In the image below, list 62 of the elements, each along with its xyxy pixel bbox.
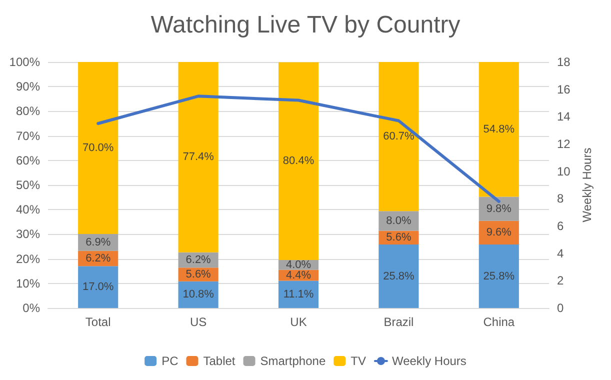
data-label: 25.8% <box>483 270 515 282</box>
y-tick-label: 80% <box>16 104 40 118</box>
data-label: 5.6% <box>186 268 212 281</box>
y2-tick-label: 0 <box>557 301 564 315</box>
legend-label: Tablet <box>203 354 236 368</box>
data-label: 9.6% <box>486 226 512 239</box>
data-label: 6.2% <box>86 252 111 265</box>
data-label: 8.0% <box>386 214 412 227</box>
x-tick-label: US <box>190 315 207 329</box>
bar <box>478 244 519 308</box>
y-tick-label: 90% <box>16 80 40 94</box>
y2-tick-label: 6 <box>557 219 564 233</box>
legend-label: Weekly Hours <box>392 354 466 368</box>
data-label: 54.8% <box>483 123 515 136</box>
y2-tick-label: 18 <box>557 55 571 69</box>
y-tick-label: 50% <box>16 178 40 192</box>
data-label: 11.1% <box>283 288 314 300</box>
y-tick-label: 60% <box>16 153 40 168</box>
data-label: 77.4% <box>182 151 214 164</box>
y2-tick-label: 8 <box>557 192 564 206</box>
bar <box>478 62 519 197</box>
data-label: 4.4% <box>286 269 312 282</box>
bar <box>378 62 419 212</box>
bar <box>78 62 118 234</box>
data-label: 70.0% <box>82 142 114 154</box>
bar <box>178 62 218 252</box>
bar <box>378 244 419 308</box>
y2-tick-label: 16 <box>557 82 571 96</box>
y-tick-label: 20% <box>16 252 40 266</box>
data-label: 6.9% <box>86 236 111 248</box>
y-tick-label: 100% <box>9 55 40 69</box>
data-label: 9.8% <box>486 202 512 215</box>
bar <box>78 266 118 308</box>
y-tick-label: 0% <box>22 301 40 315</box>
y2-tick-label: 12 <box>557 137 571 151</box>
data-label: 6.2% <box>186 254 212 266</box>
y2-tick-label: 4 <box>557 246 564 260</box>
data-label: 4.0% <box>286 258 312 271</box>
x-tick-label: China <box>483 315 515 329</box>
x-tick-label: Brazil <box>384 315 414 329</box>
data-label: 80.4% <box>282 155 314 168</box>
legend-label: PC <box>162 354 179 368</box>
y-tick-label: 70% <box>16 128 40 143</box>
y2-axis-title: Weekly Hours <box>580 148 594 222</box>
legend-label: TV <box>350 354 366 368</box>
bar <box>278 62 319 260</box>
bar <box>278 280 319 308</box>
data-label: 60.7% <box>383 130 415 143</box>
y2-tick-label: 10 <box>557 164 571 178</box>
data-label: 5.6% <box>386 232 412 244</box>
chart-title: Watching Live TV by Country <box>150 12 460 38</box>
y2-tick-label: 14 <box>557 110 571 124</box>
y2-tick-label: 2 <box>557 274 564 288</box>
data-label: 17.0% <box>82 281 114 294</box>
x-tick-label: Total <box>85 315 111 329</box>
data-label: 25.8% <box>383 270 415 282</box>
y-tick-label: 30% <box>16 227 40 242</box>
y-tick-label: 10% <box>16 276 40 290</box>
x-tick-label: UK <box>290 315 307 329</box>
y-tick-label: 40% <box>16 202 40 217</box>
legend-label: Smartphone <box>260 354 326 368</box>
data-label: 10.8% <box>182 288 214 301</box>
